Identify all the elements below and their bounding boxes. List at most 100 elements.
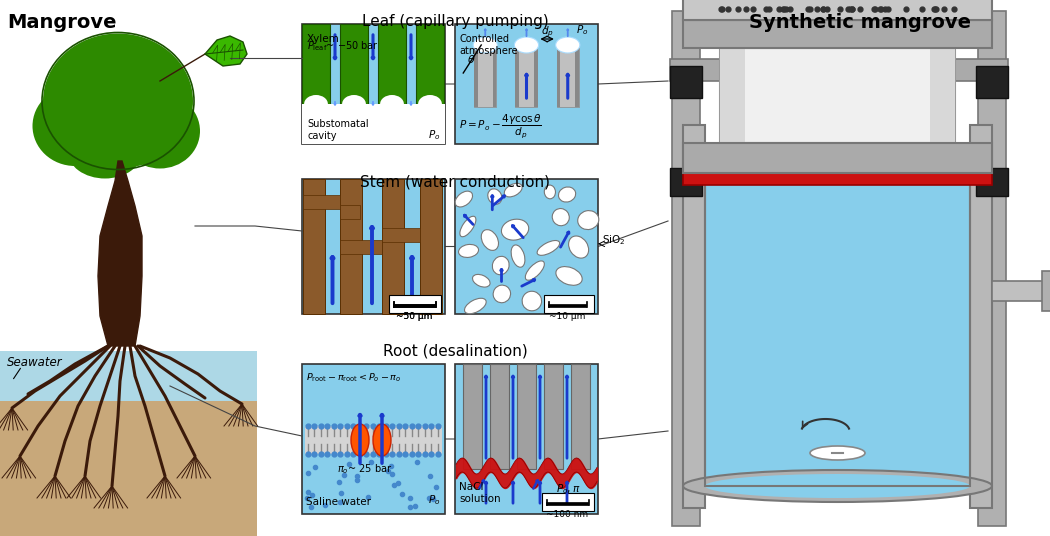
- Bar: [340, 240, 382, 254]
- Ellipse shape: [351, 424, 369, 456]
- Ellipse shape: [472, 274, 490, 287]
- Bar: [302, 179, 445, 314]
- Bar: [705, 163, 970, 486]
- Text: $P_o$: $P_o$: [428, 493, 440, 507]
- Text: Substomatal
cavity: Substomatal cavity: [307, 119, 369, 142]
- Bar: [388, 295, 441, 313]
- Ellipse shape: [459, 244, 479, 257]
- Ellipse shape: [33, 86, 118, 166]
- Ellipse shape: [52, 51, 118, 111]
- Bar: [575, 45, 579, 107]
- Ellipse shape: [504, 183, 522, 197]
- Ellipse shape: [488, 189, 502, 204]
- Bar: [420, 179, 442, 314]
- Ellipse shape: [555, 266, 582, 285]
- Ellipse shape: [460, 216, 476, 237]
- Bar: [303, 195, 340, 209]
- Ellipse shape: [418, 95, 442, 113]
- Text: $P_\mathrm{leaf}$~ $-$50 bar: $P_\mathrm{leaf}$~ $-$50 bar: [307, 39, 379, 53]
- Ellipse shape: [120, 93, 200, 168]
- Bar: [548, 304, 586, 307]
- Bar: [571, 364, 590, 469]
- Bar: [544, 364, 563, 469]
- Text: Saline water: Saline water: [306, 497, 371, 507]
- Bar: [455, 179, 598, 314]
- Bar: [393, 304, 435, 307]
- Bar: [340, 179, 362, 314]
- Ellipse shape: [578, 298, 592, 310]
- Bar: [705, 163, 970, 486]
- Ellipse shape: [522, 291, 542, 311]
- Ellipse shape: [810, 446, 865, 460]
- Bar: [475, 45, 497, 107]
- Ellipse shape: [552, 209, 569, 226]
- Text: $P_o, \pi$: $P_o, \pi$: [556, 482, 581, 496]
- Text: $\pi_o$~ 25 bar: $\pi_o$~ 25 bar: [337, 462, 393, 476]
- Ellipse shape: [578, 211, 598, 229]
- Bar: [382, 179, 404, 314]
- Ellipse shape: [492, 256, 509, 275]
- Ellipse shape: [342, 95, 365, 113]
- Ellipse shape: [502, 219, 529, 240]
- Text: Root (desalination): Root (desalination): [382, 344, 527, 359]
- Bar: [534, 45, 538, 107]
- Bar: [492, 45, 497, 107]
- Text: ~50 μm: ~50 μm: [396, 312, 433, 321]
- Bar: [302, 364, 445, 514]
- Text: Stem (water conduction): Stem (water conduction): [360, 174, 550, 189]
- Bar: [720, 48, 956, 143]
- Text: $P_o$: $P_o$: [428, 128, 440, 142]
- Bar: [516, 45, 538, 107]
- Bar: [303, 179, 326, 314]
- Ellipse shape: [81, 36, 155, 86]
- Bar: [670, 168, 702, 196]
- Bar: [340, 205, 360, 219]
- Ellipse shape: [380, 95, 404, 113]
- Ellipse shape: [705, 474, 970, 498]
- Ellipse shape: [105, 51, 175, 111]
- Bar: [302, 24, 330, 104]
- Text: SiO$_2$: SiO$_2$: [602, 233, 626, 247]
- Text: NaCl
solution: NaCl solution: [459, 482, 501, 504]
- Text: ~10 μm: ~10 μm: [549, 312, 585, 321]
- Bar: [302, 24, 445, 144]
- Ellipse shape: [43, 34, 193, 168]
- Text: Seawater: Seawater: [7, 356, 63, 369]
- Bar: [556, 45, 579, 107]
- Bar: [0, 351, 257, 401]
- Bar: [682, 173, 992, 185]
- Ellipse shape: [514, 37, 539, 53]
- Bar: [475, 45, 478, 107]
- Bar: [516, 45, 519, 107]
- Bar: [0, 401, 257, 536]
- Text: $d_p$: $d_p$: [541, 25, 553, 39]
- Ellipse shape: [464, 298, 486, 314]
- Ellipse shape: [569, 236, 589, 258]
- Text: Mangrove: Mangrove: [7, 13, 117, 32]
- Bar: [682, 143, 992, 173]
- Ellipse shape: [67, 123, 143, 178]
- Bar: [556, 45, 560, 107]
- Ellipse shape: [304, 95, 328, 113]
- Bar: [340, 24, 367, 104]
- Bar: [976, 168, 1008, 196]
- Text: ~100 nm: ~100 nm: [546, 510, 588, 519]
- Ellipse shape: [481, 229, 499, 250]
- Text: Controlled
atmosphere: Controlled atmosphere: [459, 34, 518, 56]
- Bar: [302, 104, 445, 144]
- Ellipse shape: [494, 285, 510, 303]
- Text: Synthetic mangrove: Synthetic mangrove: [749, 13, 971, 32]
- Bar: [970, 125, 992, 508]
- Bar: [978, 11, 1006, 526]
- Text: Leaf (capillary pumping): Leaf (capillary pumping): [361, 14, 548, 29]
- Polygon shape: [98, 161, 142, 346]
- Bar: [304, 426, 442, 454]
- Bar: [455, 24, 598, 144]
- Bar: [992, 281, 1047, 301]
- Bar: [976, 66, 1008, 98]
- Text: $P_o$: $P_o$: [576, 23, 588, 37]
- Bar: [682, 0, 992, 20]
- Bar: [670, 66, 702, 98]
- Bar: [670, 59, 1008, 81]
- Ellipse shape: [474, 37, 498, 53]
